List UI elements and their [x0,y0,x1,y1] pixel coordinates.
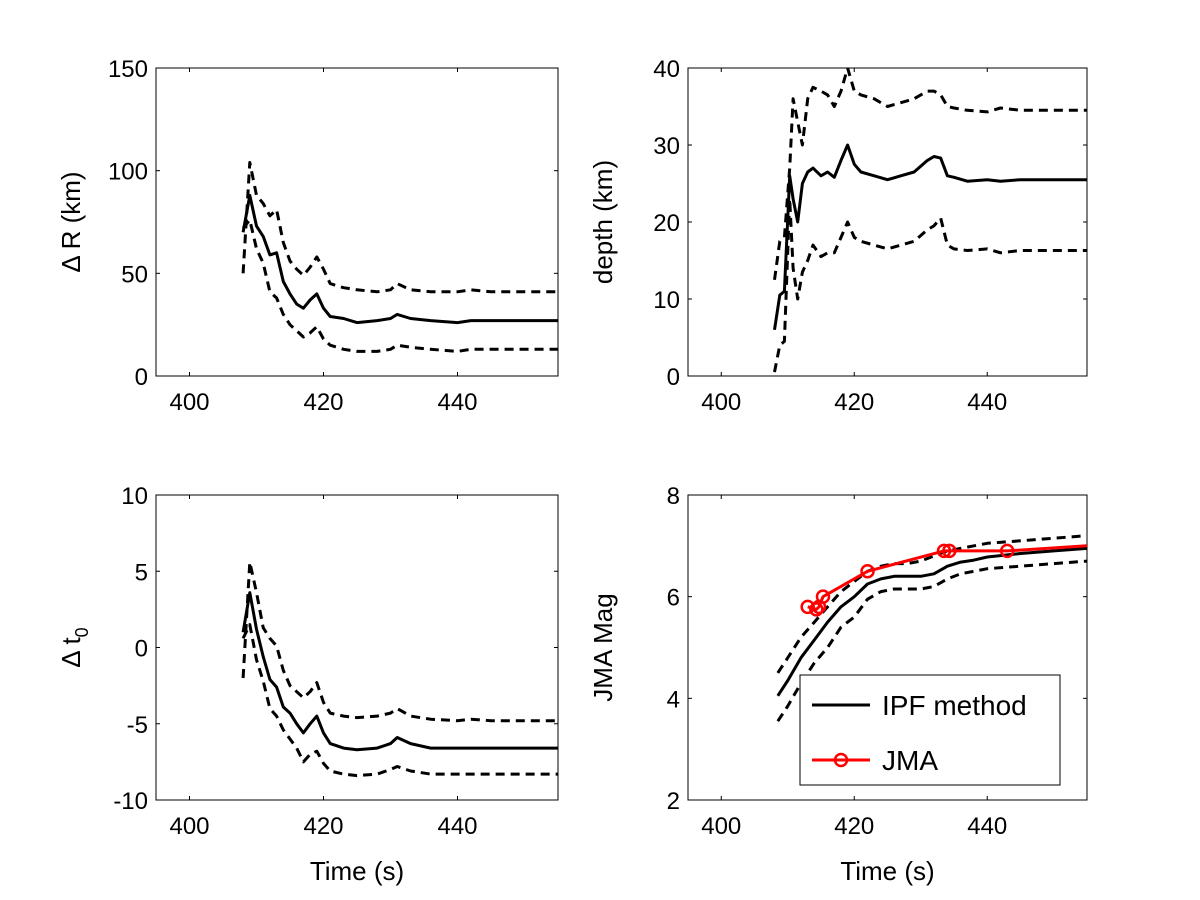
y-tick-label: 40 [653,56,680,83]
y-tick-label: 6 [667,585,680,612]
y-axis-label-text: depth (km) [588,160,618,284]
y-tick-label: 100 [108,159,148,186]
y-axis-label: JMA Mag [588,593,618,701]
y-tick-label: 0 [135,636,148,663]
legend-label: JMA [882,745,938,776]
series-line [241,623,558,778]
series-line [241,161,558,294]
series-point [815,589,831,604]
series-line [773,197,1087,373]
legend: IPF method JMA [799,674,1061,786]
x-tick-label: 420 [303,813,343,840]
legend-label: IPF method [882,690,1027,721]
series-line [776,559,1087,723]
series-point [809,602,824,617]
x-tick-label: 420 [834,813,874,840]
panel-delta-r: 400 420 440 0 50 100 150 Δ R (km) [56,56,559,416]
y-tick-label: 150 [108,56,148,83]
axes-box [687,67,1088,377]
axes-box [155,494,559,801]
series-line [241,193,558,325]
series-line [241,218,558,353]
plot-area [776,534,1087,723]
x-tick-label: 400 [169,389,209,416]
y-tick-label: 20 [653,210,680,237]
x-tick-label: 440 [967,389,1007,416]
x-tick-label: 420 [834,389,874,416]
y-tick-label: 5 [135,559,148,586]
y-tick-label: -10 [113,788,148,815]
panel-jma-mag: 400 420 440 2 4 6 8 JMA Mag Time (s) IPF method JM… [588,483,1088,886]
y-tick-label: 10 [121,483,148,510]
series-line [241,560,558,723]
x-tick-label: 440 [437,813,477,840]
axes-box [687,494,1088,801]
y-tick-label: 10 [653,287,680,314]
y-axis-label: depth (km) [588,160,618,284]
y-tick-label: 8 [667,483,680,510]
plot-area [773,68,1087,373]
series-line [776,546,1087,697]
x-tick-label: 440 [967,813,1007,840]
series-point [936,543,952,559]
y-axis-label-text: JMA Mag [588,593,618,701]
x-axis-label: Time (s) [310,856,404,886]
series-line [773,143,1087,331]
y-tick-label: 0 [135,364,148,391]
x-axis-label: Time (s) [840,856,934,886]
x-tick-label: 400 [701,813,741,840]
plot-area [241,161,558,353]
x-tick-label: 440 [437,389,477,416]
y-tick-label: -5 [127,712,148,739]
series-line [807,544,1087,611]
y-tick-label: 4 [667,686,680,713]
series-point [942,543,957,559]
y-tick-label: 50 [121,261,148,288]
series-point [860,564,875,579]
y-tick-label: 2 [667,788,680,815]
y-tick-label: 30 [653,133,680,160]
x-tick-label: 420 [303,389,343,416]
series-line [241,591,558,752]
axes-box [155,67,559,377]
series-point [999,543,1015,559]
y-tick-label: 0 [667,364,680,391]
y-axis-label-text: Δ R (km) [56,171,86,272]
x-tick-label: 400 [701,389,741,416]
y-axis-label: Δ R (km) [56,171,86,272]
panel-depth: 400 420 440 0 10 20 30 40 depth (km) [588,56,1088,416]
y-axis-label: Δ t0 [56,627,92,667]
x-tick-label: 400 [169,813,209,840]
plot-area [241,560,558,778]
legend-marker [833,752,849,768]
y-axis-label-subscript: 0 [72,627,92,637]
y-axis-label-text: Δ t [56,637,86,668]
series-line [773,68,1087,281]
